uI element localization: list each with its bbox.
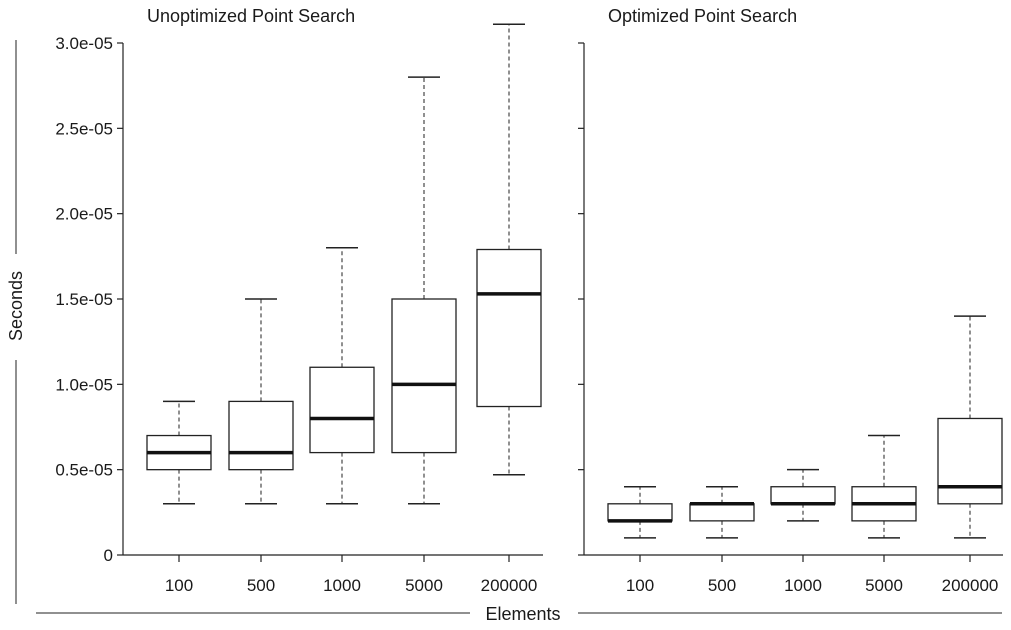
y-tick-label: 0.5e-05 [55,461,113,480]
y-axis-title: Seconds [6,271,26,341]
box-unoptimized-200000 [476,248,542,408]
panel-title-unoptimized: Unoptimized Point Search [147,6,355,26]
x-tick-label: 1000 [784,576,822,595]
box-optimized-200000 [937,417,1003,505]
x-tick-label: 100 [165,576,193,595]
y-tick-label: 0 [104,546,113,565]
panel-title-optimized: Optimized Point Search [608,6,797,26]
x-tick-label: 5000 [865,576,903,595]
y-tick-label: 1.5e-05 [55,290,113,309]
x-tick-label: 5000 [405,576,443,595]
x-tick-label: 200000 [942,576,999,595]
box-optimized-100 [607,503,673,522]
x-axis-title: Elements [485,604,560,624]
box-unoptimized-5000 [391,298,457,454]
y-tick-label: 3.0e-05 [55,34,113,53]
x-tick-label: 1000 [323,576,361,595]
y-tick-label: 2.5e-05 [55,119,113,138]
box-optimized-500 [689,503,755,522]
box-optimized-1000 [770,486,836,505]
y-tick-label: 2.0e-05 [55,205,113,224]
x-tick-label: 500 [247,576,275,595]
x-tick-label: 200000 [481,576,538,595]
x-tick-label: 500 [708,576,736,595]
y-tick-label: 1.0e-05 [55,375,113,394]
box-unoptimized-500 [228,400,294,471]
box-unoptimized-1000 [309,366,375,454]
x-tick-label: 100 [626,576,654,595]
